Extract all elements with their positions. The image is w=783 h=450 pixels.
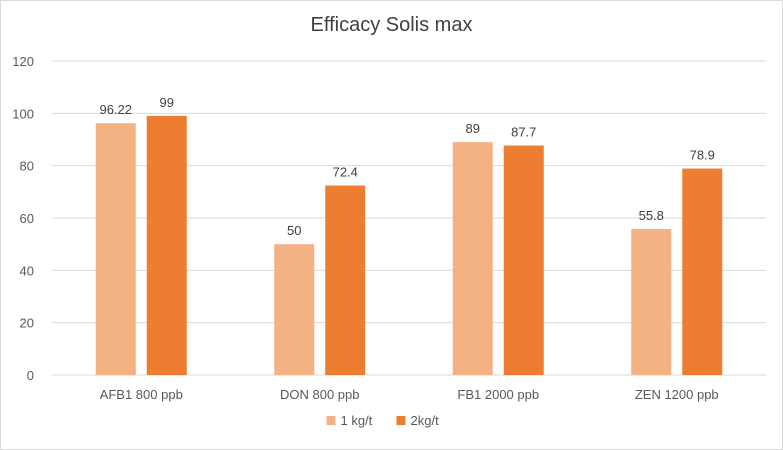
data-label: 72.4 (333, 165, 358, 180)
legend-swatch (326, 416, 336, 425)
data-label: 78.9 (690, 148, 715, 163)
data-label: 55.8 (639, 208, 664, 223)
bar (274, 244, 315, 375)
data-label: 89 (466, 121, 480, 136)
legend-swatch (396, 416, 406, 425)
y-tick-label: 100 (12, 106, 34, 121)
y-tick-label: 40 (20, 263, 34, 278)
data-label: 96.22 (99, 102, 132, 117)
y-tick-label: 0 (27, 368, 34, 383)
data-label: 99 (160, 95, 174, 110)
bar (146, 115, 187, 375)
bar (631, 228, 672, 375)
y-tick-label: 60 (20, 211, 34, 226)
x-tick-label: DON 800 ppb (280, 387, 360, 402)
bar (325, 185, 366, 375)
bar (503, 145, 544, 375)
y-tick-label: 120 (12, 54, 34, 69)
data-label: 87.7 (511, 125, 536, 140)
x-tick-label: FB1 2000 ppb (457, 387, 539, 402)
bar (452, 142, 493, 375)
bar (682, 168, 723, 375)
legend-label: 2kg/t (411, 413, 440, 428)
chart-title: Efficacy Solis max (310, 14, 473, 36)
x-tick-label: AFB1 800 ppb (100, 387, 183, 402)
y-tick-label: 20 (20, 316, 34, 331)
legend-label: 1 kg/t (341, 413, 373, 428)
x-tick-label: ZEN 1200 ppb (635, 387, 719, 402)
y-tick-label: 80 (20, 159, 34, 174)
bar (95, 123, 136, 375)
data-label: 50 (287, 223, 301, 238)
